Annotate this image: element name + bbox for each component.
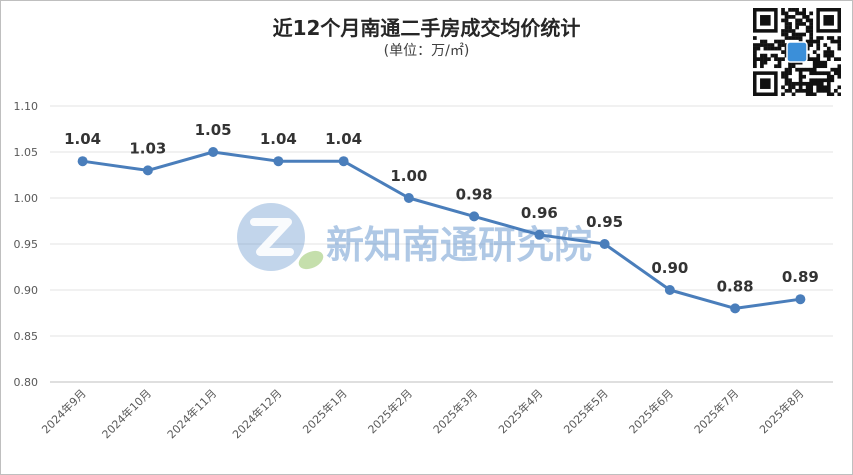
y-tick-label: 1.00: [14, 192, 39, 205]
data-label: 0.90: [651, 259, 688, 277]
data-point: [534, 229, 545, 240]
data-label: 0.89: [782, 268, 819, 286]
y-tick-label: 1.10: [14, 100, 39, 113]
series-points: [77, 147, 806, 314]
data-label: 1.05: [195, 121, 232, 139]
data-point: [142, 165, 153, 176]
x-tick-label: 2025年6月: [626, 386, 676, 436]
x-tick-label: 2024年12月: [229, 386, 284, 441]
y-tick-label: 0.85: [14, 330, 39, 343]
data-point: [403, 193, 414, 203]
data-label: 1.04: [64, 130, 101, 148]
series-line: [82, 150, 801, 310]
data-point: [664, 285, 675, 295]
watermark: 新知南通研究院: [237, 203, 592, 271]
x-tick-labels: 2024年9月 2024年10月 2024年11月 2024年12月 2025年1月 20…: [39, 386, 807, 441]
data-point: [795, 294, 806, 305]
x-tick-label: 2025年7月: [691, 386, 741, 436]
data-point: [730, 303, 741, 314]
data-point: [599, 239, 610, 249]
data-labels: 1.04 1.03 1.05 1.04 1.04 1.00 0.98 0.96 0.95 0.90…: [64, 121, 819, 295]
x-tick-label: 2025年8月: [756, 386, 806, 436]
data-point: [469, 211, 480, 222]
data-point: [208, 147, 219, 157]
data-label: 0.95: [586, 213, 623, 231]
x-tick-label: 2025年5月: [561, 386, 611, 436]
data-label: 0.88: [717, 277, 754, 295]
y-tick-label: 0.90: [14, 284, 39, 297]
y-tick-label: 0.95: [14, 238, 39, 251]
y-tick-labels: 0.80 0.85 0.90 0.95 1.00 1.05 1.10: [14, 100, 39, 389]
y-tick-label: 1.05: [14, 146, 39, 159]
data-point: [338, 156, 349, 167]
x-tick-label: 2024年9月: [39, 386, 89, 436]
data-label: 0.96: [521, 204, 558, 222]
qr-code-icon: [753, 8, 841, 96]
data-point: [77, 156, 88, 167]
data-label: 0.98: [456, 185, 493, 203]
x-tick-label: 2024年10月: [99, 386, 154, 441]
data-point: [273, 156, 284, 167]
data-label: 1.03: [129, 139, 166, 157]
data-label: 1.04: [260, 130, 297, 148]
data-label: 1.00: [390, 167, 427, 185]
chart-subtitle: (单位：万/㎡): [383, 43, 470, 59]
chart-title: 近12个月南通二手房成交均价统计: [272, 16, 581, 40]
x-tick-label: 2025年1月: [300, 386, 350, 436]
x-tick-label: 2025年4月: [495, 386, 545, 436]
watermark-text: 新知南通研究院: [326, 223, 592, 267]
x-tick-label: 2025年2月: [365, 386, 415, 436]
data-label: 1.04: [325, 130, 362, 148]
x-tick-label: 2024年11月: [164, 386, 219, 441]
x-tick-label: 2025年3月: [430, 386, 480, 436]
y-tick-label: 0.80: [14, 376, 39, 389]
leaf-z-logo-icon: [237, 203, 324, 271]
